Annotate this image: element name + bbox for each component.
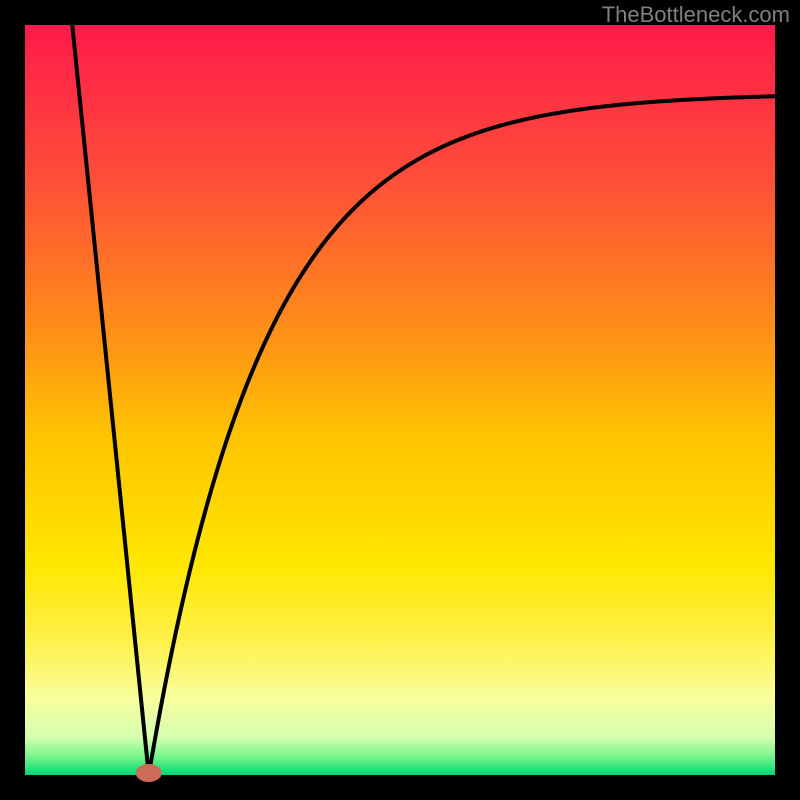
watermark-text: TheBottleneck.com bbox=[602, 2, 790, 28]
curve-minimum-marker bbox=[136, 764, 162, 782]
chart-svg bbox=[0, 0, 800, 800]
chart-container: TheBottleneck.com bbox=[0, 0, 800, 800]
